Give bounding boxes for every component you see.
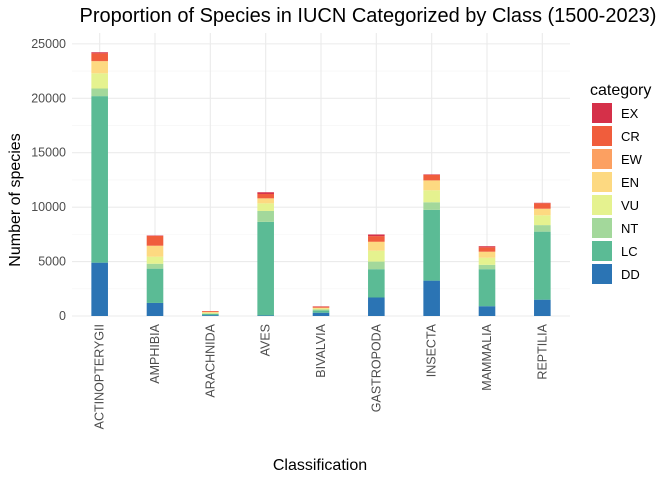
legend-swatch-en bbox=[592, 172, 612, 192]
bar-segment-cr bbox=[368, 236, 385, 242]
bar-segment-en bbox=[423, 180, 440, 191]
bar-segment-nt bbox=[368, 261, 385, 270]
bar-segment-vu bbox=[146, 256, 164, 264]
bar-segment-cr bbox=[312, 306, 330, 308]
bar-segment-en bbox=[91, 61, 108, 74]
legend-title: category bbox=[590, 82, 651, 99]
bar-segment-dd bbox=[202, 315, 219, 316]
bar-segment-lc bbox=[478, 269, 496, 307]
x-tick-label: AMPHIBIA bbox=[148, 323, 162, 383]
y-axis-title: Number of species bbox=[7, 133, 24, 266]
legend-label: CR bbox=[621, 129, 640, 144]
bar-segment-ex bbox=[478, 246, 496, 248]
bar-segment-ex bbox=[91, 52, 108, 54]
bar-segment-cr bbox=[423, 174, 440, 181]
bar-segment-cr bbox=[478, 247, 496, 252]
bar-segment-dd bbox=[257, 315, 274, 316]
x-tick-label: REPTILIA bbox=[535, 323, 549, 379]
bar-segment-dd bbox=[368, 297, 385, 316]
bar-segment-dd bbox=[91, 262, 108, 316]
bar-segment-nt bbox=[478, 264, 496, 270]
legend-label: NT bbox=[621, 221, 638, 236]
y-axis-ticks: 0 5000 10000 15000 20000 25000 bbox=[31, 37, 66, 323]
bar-segment-nt bbox=[423, 202, 440, 210]
bar-segment-cr bbox=[534, 203, 551, 209]
bar-segment-en bbox=[534, 208, 551, 216]
bar-segment-en bbox=[312, 307, 330, 309]
bar-segment-cr bbox=[91, 53, 108, 61]
bar-segment-vu bbox=[534, 215, 551, 226]
x-tick-label: BIVALVIA bbox=[314, 323, 328, 377]
bar-segment-dd bbox=[423, 280, 440, 316]
chart-title: Proportion of Species in IUCN Categorize… bbox=[80, 5, 657, 27]
bar-segment-nt bbox=[312, 309, 330, 311]
bar-segment-lc bbox=[423, 209, 440, 281]
bar-segment-en bbox=[257, 198, 274, 204]
bar-segment-dd bbox=[146, 302, 164, 316]
x-tick-label: INSECTA bbox=[425, 323, 439, 377]
x-axis-ticks: ACTINOPTERYGII AMPHIBIA ARACHNIDA AVES BIVAL… bbox=[93, 323, 550, 429]
x-tick-label: GASTROPODA bbox=[369, 323, 383, 412]
legend-label: EW bbox=[621, 152, 643, 167]
bar-segment-ex bbox=[368, 234, 385, 237]
bar-segment-lc bbox=[146, 268, 164, 303]
bar-segment-en bbox=[202, 311, 219, 313]
legend-swatch-vu bbox=[592, 195, 612, 215]
legend-swatch-ew bbox=[592, 149, 612, 169]
legend-label: VU bbox=[621, 198, 639, 213]
y-tick-label: 5000 bbox=[38, 255, 66, 269]
bar-segment-en bbox=[146, 245, 164, 257]
legend-swatch-dd bbox=[592, 264, 612, 284]
bar-segment-vu bbox=[257, 203, 274, 211]
bar-segment-dd bbox=[534, 299, 551, 316]
bar-segment-vu bbox=[423, 190, 440, 203]
bar-segment-lc bbox=[202, 313, 219, 316]
bar-segment-ex bbox=[423, 174, 440, 175]
legend-label: EX bbox=[621, 106, 639, 121]
bar-segment-cr bbox=[202, 311, 219, 312]
bar-segment-nt bbox=[146, 263, 164, 269]
bar-segment-vu bbox=[202, 312, 219, 314]
bar-segment-cr bbox=[257, 193, 274, 199]
bar-segment-lc bbox=[312, 310, 330, 313]
bar-segment-vu bbox=[368, 250, 385, 262]
bars bbox=[91, 52, 551, 316]
x-tick-label: ACTINOPTERYGII bbox=[93, 324, 107, 429]
bar-segment-vu bbox=[91, 73, 108, 89]
bar-segment-en bbox=[368, 241, 385, 251]
legend-swatch-ex bbox=[592, 103, 612, 123]
bar-segment-vu bbox=[478, 257, 496, 265]
bar-segment-lc bbox=[368, 269, 385, 298]
bar-segment-en bbox=[478, 251, 496, 258]
legend-label: DD bbox=[621, 267, 640, 282]
bar-segment-ex bbox=[257, 192, 274, 194]
x-tick-label: ARACHNIDA bbox=[203, 323, 217, 397]
legend-label: LC bbox=[621, 244, 638, 259]
bar-segment-lc bbox=[91, 96, 108, 263]
y-tick-label: 20000 bbox=[31, 91, 66, 105]
y-tick-label: 25000 bbox=[31, 37, 66, 51]
legend-label: EN bbox=[621, 175, 639, 190]
bar-segment-nt bbox=[91, 88, 108, 97]
bar-segment-vu bbox=[312, 308, 330, 310]
y-tick-label: 15000 bbox=[31, 146, 66, 160]
bar-segment-nt bbox=[534, 225, 551, 232]
legend-swatch-cr bbox=[592, 126, 612, 146]
bar-segment-dd bbox=[478, 306, 496, 316]
legend: category EX CR EW EN VU NT LC DD bbox=[590, 82, 651, 284]
x-axis-title: Classification bbox=[273, 457, 367, 474]
legend-swatch-nt bbox=[592, 218, 612, 238]
bar-segment-dd bbox=[312, 312, 330, 316]
y-tick-label: 0 bbox=[59, 309, 66, 323]
x-tick-label: MAMMALIA bbox=[480, 323, 494, 390]
legend-swatch-lc bbox=[592, 241, 612, 261]
bar-segment-nt bbox=[257, 210, 274, 222]
bar-segment-lc bbox=[534, 231, 551, 300]
x-tick-label: AVES bbox=[259, 324, 273, 356]
y-tick-label: 10000 bbox=[31, 200, 66, 214]
bar-segment-lc bbox=[257, 221, 274, 316]
bar-segment-cr bbox=[146, 235, 164, 246]
